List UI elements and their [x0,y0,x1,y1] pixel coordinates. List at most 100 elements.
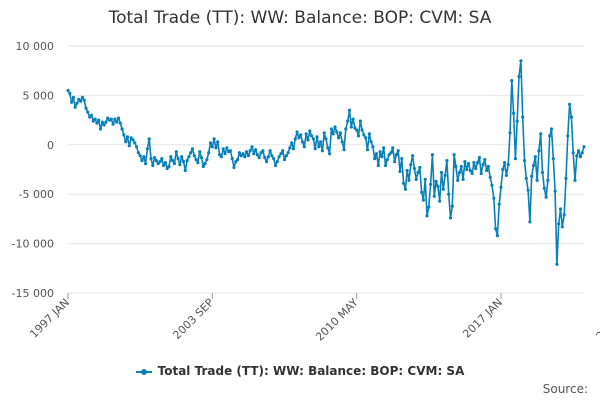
data-point [248,149,252,153]
data-point [553,189,557,193]
data-point [308,129,312,133]
x-tick-label: 2023 APR [594,296,600,343]
data-point [174,150,178,154]
data-point [245,150,249,154]
data-point [127,144,131,148]
data-point [459,164,463,169]
data-point [402,181,406,185]
data-point [199,156,204,160]
data-point [369,140,373,144]
data-point [356,134,361,138]
data-point [290,141,294,145]
source-label[interactable]: Source: [542,382,588,396]
data-point [362,133,366,137]
data-point [448,216,453,220]
data-point [208,141,213,145]
data-point [306,138,310,142]
data-point [562,213,566,217]
data-point [411,154,415,158]
data-point [416,170,420,175]
x-tick-label: 1997 JAN [27,296,72,341]
data-point [452,153,456,157]
data-point [517,75,521,79]
data-point [492,196,496,200]
data-point [324,137,328,141]
data-point [409,163,413,167]
data-point [295,130,299,134]
data-point [434,179,438,183]
chart-title: Total Trade (TT): WW: Balance: BOP: CVM:… [108,8,492,28]
data-point [551,157,555,161]
data-point [560,225,564,229]
data-point [275,160,279,164]
data-point [221,147,225,151]
data-point [385,158,389,162]
data-point [75,101,79,105]
data-point [210,145,214,149]
legend[interactable]: Total Trade (TT): WW: Balance: BOP: CVM:… [0,364,600,378]
data-point [457,170,462,175]
data-point [154,159,158,163]
data-point [374,152,379,156]
data-point [124,140,128,144]
data-point [389,151,393,155]
data-point [465,167,469,172]
data-point [414,177,418,181]
data-point [346,119,350,123]
data-point [89,113,94,117]
data-point [116,116,121,120]
data-point [333,125,337,129]
y-tick-label: -15 000 [12,287,54,300]
data-point [109,117,113,121]
data-point [495,234,499,238]
data-point [521,115,525,119]
data-point [483,158,487,162]
data-point [171,159,175,163]
data-point [270,154,274,158]
data-point [355,128,359,132]
data-point [531,163,536,168]
data-point [145,147,149,151]
data-point [82,98,86,102]
data-point [196,161,200,165]
y-tick-label: 0 [47,139,54,152]
data-point [524,176,528,180]
data-point [558,207,563,211]
data-point [207,151,211,155]
data-point [95,121,99,125]
data-point [544,195,548,199]
data-point [176,157,180,161]
data-point [506,163,510,167]
data-point [311,137,315,141]
y-tick-label: -10 000 [12,238,54,251]
data-point [510,79,514,83]
data-point [97,118,101,122]
legend-line-marker-icon [135,368,152,375]
data-point [277,155,281,159]
data-point [373,157,377,161]
data-point [405,168,409,173]
x-tick-label: 2003 SEP [170,296,216,342]
data-point [513,157,518,161]
data-point [281,149,285,153]
data-point [250,145,254,149]
data-point [201,164,205,169]
data-point [120,127,124,131]
data-point [418,165,422,170]
data-point [364,136,368,140]
data-point [329,127,333,131]
data-point [337,136,341,140]
data-point [131,138,135,142]
data-point [180,155,184,159]
data-point [111,122,115,126]
legend-label: Total Trade (TT): WW: Balance: BOP: CVM:… [157,364,465,378]
data-point [228,149,232,153]
data-point [73,105,77,109]
data-point [344,127,348,131]
data-point [537,149,541,153]
data-point [380,155,384,159]
data-point [508,131,512,135]
data-point [430,153,434,157]
data-point [241,152,245,156]
data-point [468,168,472,173]
